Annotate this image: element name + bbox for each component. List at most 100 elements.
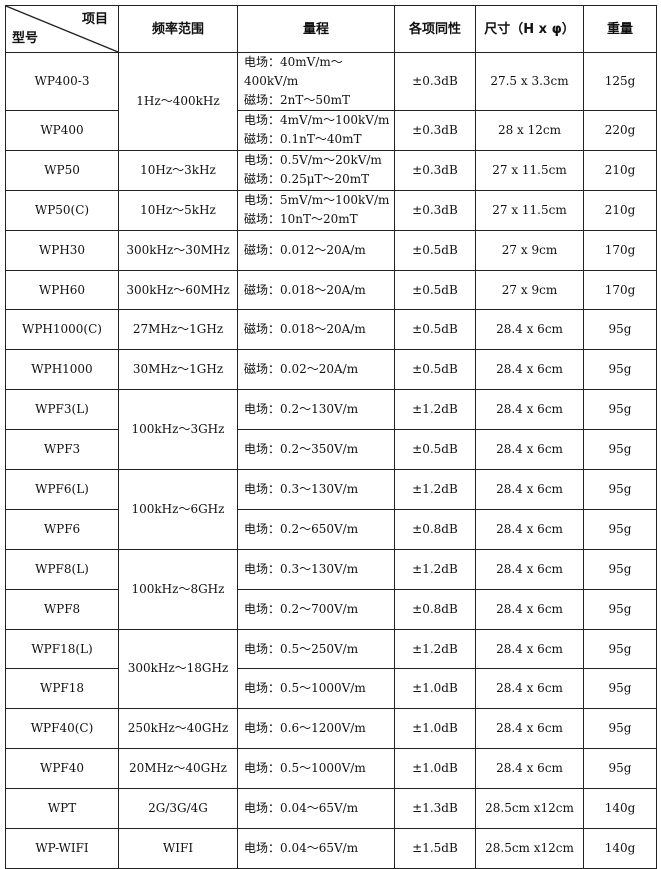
range-cell: 电场：0.2～350V/m xyxy=(237,429,395,471)
range-cell: 电场：0.04～65V/m xyxy=(237,828,395,869)
frequency-cell: 20MHz～40GHz xyxy=(118,748,238,790)
size-cell: 28.4 x 6cm xyxy=(475,628,584,670)
model-cell: WPH60 xyxy=(5,269,119,311)
range-line: 磁场：0.012～20A/m xyxy=(244,242,366,257)
weight-cell: 95g xyxy=(583,748,657,790)
range-line: 电场：0.2～700V/m xyxy=(244,601,359,616)
frequency-cell: 300kHz～30MHz xyxy=(118,229,238,271)
range-cell: 电场：0.5～1000V/m xyxy=(237,668,395,710)
weight-cell: 170g xyxy=(583,269,657,311)
size-cell: 28.4 x 6cm xyxy=(475,508,584,550)
weight-cell: 170g xyxy=(583,229,657,271)
range-cell: 磁场：0.012～20A/m xyxy=(237,229,395,271)
table-row: WPF40 20MHz～40GHz 电场：0.5～1000V/m ±1.0dB 28.4… xyxy=(5,748,657,790)
model-cell: WPF18 xyxy=(5,668,119,710)
range-cell: 电场：4mV/m～100kV/m 磁场：0.1nT～40mT xyxy=(237,110,395,151)
weight-cell: 220g xyxy=(583,110,657,151)
range-cell: 磁场：0.018～20A/m xyxy=(237,269,395,311)
range-cell: 电场：40mV/m～400kV/m 磁场：2nT～50mT xyxy=(237,52,395,111)
model-cell: WPF8(L) xyxy=(5,548,119,590)
weight-cell: 210g xyxy=(583,149,657,191)
header-corner: 项目 型号 xyxy=(5,5,119,53)
header-model: 型号 xyxy=(12,31,39,46)
header-frequency: 频率范围 xyxy=(118,5,238,53)
size-cell: 28.4 x 6cm xyxy=(475,668,584,710)
table-row: WP400 电场：4mV/m～100kV/m 磁场：0.1nT～40mT ±0.3dB… xyxy=(5,110,657,151)
model-cell: WP50 xyxy=(5,149,119,191)
header-weight: 重量 xyxy=(583,5,657,53)
range-line: 磁场：2nT～50mT xyxy=(244,93,351,107)
frequency-cell: 2G/3G/4G xyxy=(118,788,238,830)
weight-cell: 95g xyxy=(583,309,657,351)
table-row: WPF18 电场：0.5～1000V/m ±1.0dB 28.4 x 6cm 95g xyxy=(5,668,657,710)
isotropy-cell: ±1.0dB xyxy=(394,668,476,710)
table-row: WP400-3 1Hz～400kHz 电场：40mV/m～400kV/m 磁场：2nT… xyxy=(5,52,657,151)
table-row: WPF3 电场：0.2～350V/m ±0.5dB 28.4 x 6cm 95g xyxy=(5,429,657,471)
model-cell: WP-WIFI xyxy=(5,828,119,869)
size-cell: 28.4 x 6cm xyxy=(475,349,584,391)
range-line: 电场：0.5～250V/m xyxy=(244,641,359,656)
range-cell: 电场：0.04～65V/m xyxy=(237,788,395,830)
frequency-cell: 100kHz～6GHz xyxy=(118,469,238,550)
diagonal-divider xyxy=(6,6,118,52)
frequency-cell: 250kHz～40GHz xyxy=(118,708,238,750)
size-cell: 28.4 x 6cm xyxy=(475,548,584,590)
isotropy-cell: ±1.2dB xyxy=(394,548,476,590)
isotropy-cell: ±1.2dB xyxy=(394,389,476,431)
frequency-cell: 27MHz～1GHz xyxy=(118,309,238,351)
range-cell: 电场：0.2～700V/m xyxy=(237,588,395,630)
size-cell: 28.4 x 6cm xyxy=(475,389,584,431)
model-cell: WPF3 xyxy=(5,429,119,471)
model-cell: WPF3(L) xyxy=(5,389,119,431)
size-cell: 28.4 x 6cm xyxy=(475,469,584,510)
isotropy-cell: ±1.0dB xyxy=(394,708,476,750)
table-row: WPF6(L) 100kHz～6GHz 电场：0.3～130V/m ±1.2dB 28.… xyxy=(5,469,657,550)
range-line: 电场：4mV/m～100kV/m xyxy=(244,113,390,128)
isotropy-cell: ±0.5dB xyxy=(394,229,476,271)
table-row: WPT 2G/3G/4G 电场：0.04～65V/m ±1.3dB 28.5cm x12… xyxy=(5,788,657,830)
weight-cell: 140g xyxy=(583,828,657,869)
range-cell: 电场：0.2～650V/m xyxy=(237,508,395,550)
range-line: 电场：0.04～65V/m xyxy=(244,801,359,816)
size-cell: 28.4 x 6cm xyxy=(475,708,584,750)
header-isotropy: 各项同性 xyxy=(394,5,476,53)
range-line: 磁场：0.018～20A/m xyxy=(244,282,366,297)
range-line: 电场：0.5V/m～20kV/m xyxy=(244,153,382,168)
table-row: WPF8 电场：0.2～700V/m ±0.8dB 28.4 x 6cm 95g xyxy=(5,588,657,630)
weight-cell: 125g xyxy=(583,52,657,111)
model-cell: WPF8 xyxy=(5,588,119,630)
isotropy-cell: ±1.5dB xyxy=(394,828,476,869)
header-range: 量程 xyxy=(237,5,395,53)
range-line: 磁场：0.25μT～20mT xyxy=(244,172,370,187)
table-row: WP50 10Hz～3kHz 电场：0.5V/m～20kV/m 磁场：0.25μT～2… xyxy=(5,149,657,191)
table-row: WPF6 电场：0.2～650V/m ±0.8dB 28.4 x 6cm 95g xyxy=(5,508,657,550)
range-line: 电场：0.6～1200V/m xyxy=(244,721,366,736)
frequency-cell: 300kHz～18GHz xyxy=(118,628,238,710)
isotropy-cell: ±0.3dB xyxy=(394,189,476,231)
table-row: WPH30 300kHz～30MHz 磁场：0.012～20A/m ±0.5dB 27 … xyxy=(5,229,657,271)
range-line: 电场：0.5～1000V/m xyxy=(244,761,366,776)
model-cell: WPF40 xyxy=(5,748,119,790)
size-cell: 28.4 x 6cm xyxy=(475,748,584,790)
table-row: WPF18(L) 300kHz～18GHz 电场：0.5～250V/m ±1.2dB 2… xyxy=(5,628,657,710)
isotropy-cell: ±0.8dB xyxy=(394,588,476,630)
isotropy-cell: ±1.3dB xyxy=(394,788,476,830)
frequency-cell: 100kHz～8GHz xyxy=(118,548,238,630)
isotropy-cell: ±0.5dB xyxy=(394,349,476,391)
table-row: WP50(C) 10Hz～5kHz 电场：5mV/m～100kV/m 磁场：10nT～… xyxy=(5,189,657,231)
model-cell: WPT xyxy=(5,788,119,830)
isotropy-cell: ±0.3dB xyxy=(394,149,476,191)
weight-cell: 95g xyxy=(583,588,657,630)
range-line: 电场：0.04～65V/m xyxy=(244,840,359,855)
size-cell: 28.4 x 6cm xyxy=(475,429,584,471)
table-row: WPF40(C) 250kHz～40GHz 电场：0.6～1200V/m ±1.0dB… xyxy=(5,708,657,750)
size-cell: 28.5cm x12cm xyxy=(475,788,584,830)
frequency-cell: 30MHz～1GHz xyxy=(118,349,238,391)
range-cell: 电场：0.3～130V/m xyxy=(237,548,395,590)
table-row: WP-WIFI WIFI 电场：0.04～65V/m ±1.5dB 28.5cm x12… xyxy=(5,828,657,869)
range-cell: 电场：0.5～250V/m xyxy=(237,628,395,670)
size-cell: 27 x 11.5cm xyxy=(475,189,584,231)
range-line: 电场：0.2～130V/m xyxy=(244,402,359,417)
header-row: 项目 型号 频率范围 量程 各项同性 尺寸（H x φ） 重量 xyxy=(5,5,657,53)
size-cell: 27 x 9cm xyxy=(475,269,584,311)
